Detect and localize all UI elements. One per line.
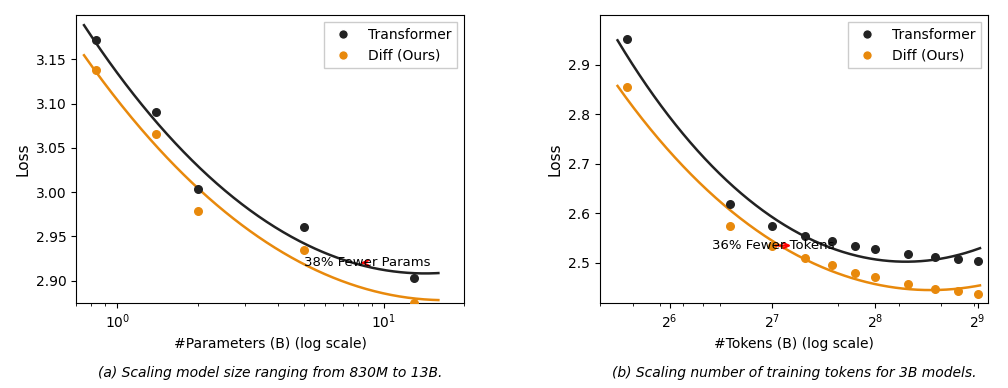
Text: 36% Fewer Tokens: 36% Fewer Tokens	[712, 239, 835, 252]
Y-axis label: Loss: Loss	[15, 142, 30, 176]
Legend: Transformer, Diff (Ours): Transformer, Diff (Ours)	[848, 22, 982, 68]
Point	[295, 246, 311, 253]
Point	[797, 255, 813, 261]
Point	[950, 288, 966, 294]
Y-axis label: Loss: Loss	[547, 142, 562, 176]
Point	[406, 275, 422, 281]
Text: 38% Fewer Params: 38% Fewer Params	[303, 256, 430, 269]
Point	[295, 224, 311, 230]
Point	[190, 186, 206, 192]
Point	[88, 37, 104, 43]
Point	[148, 109, 164, 116]
X-axis label: #Tokens (B) (log scale): #Tokens (B) (log scale)	[715, 336, 874, 350]
Point	[825, 237, 841, 244]
Point	[927, 254, 943, 260]
Point	[797, 232, 813, 239]
Point	[722, 201, 738, 208]
Point	[764, 242, 780, 249]
Point	[970, 258, 986, 264]
Point	[867, 274, 883, 280]
Point	[406, 300, 422, 306]
Point	[867, 246, 883, 252]
X-axis label: #Parameters (B) (log scale): #Parameters (B) (log scale)	[173, 336, 367, 350]
Legend: Transformer, Diff (Ours): Transformer, Diff (Ours)	[324, 22, 458, 68]
Point	[825, 262, 841, 268]
Point	[619, 84, 635, 90]
Point	[88, 67, 104, 73]
Text: (b) Scaling number of training tokens for 3B models.: (b) Scaling number of training tokens fo…	[612, 366, 977, 380]
Point	[722, 223, 738, 229]
Point	[619, 36, 635, 42]
Point	[190, 208, 206, 215]
Point	[764, 223, 780, 229]
Point	[970, 291, 986, 297]
Point	[927, 286, 943, 292]
Point	[900, 281, 916, 288]
Point	[148, 132, 164, 138]
Point	[847, 270, 863, 276]
Text: (a) Scaling model size ranging from 830M to 13B.: (a) Scaling model size ranging from 830M…	[98, 366, 443, 380]
Point	[847, 242, 863, 249]
Point	[950, 256, 966, 262]
Point	[900, 251, 916, 257]
